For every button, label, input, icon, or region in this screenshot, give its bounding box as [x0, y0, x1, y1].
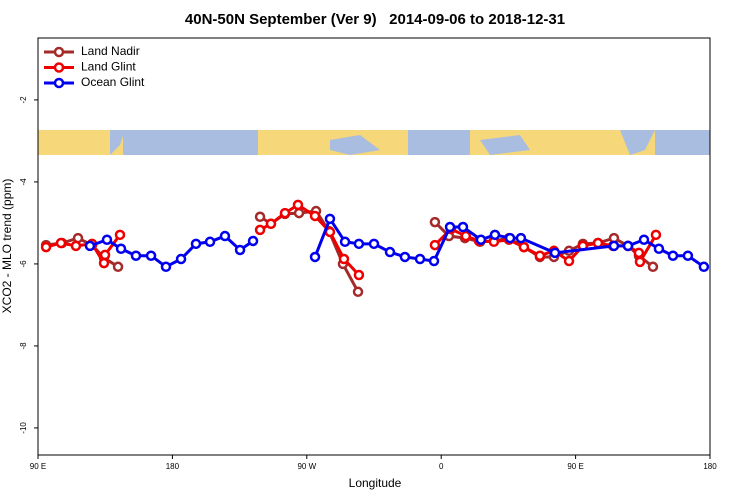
data-point: [414, 253, 426, 265]
data-point: [634, 256, 646, 268]
data-point: [55, 237, 67, 249]
data-point: [99, 249, 111, 261]
data-point: [175, 253, 187, 265]
data-point: [399, 251, 411, 263]
data-point: [518, 241, 530, 253]
x-tick-label: 90 W: [297, 462, 316, 471]
data-point: [429, 239, 441, 251]
x-axis-label: Longitude: [349, 476, 402, 490]
data-point: [698, 261, 710, 273]
data-point: [114, 229, 126, 241]
data-point: [247, 235, 259, 247]
data-point: [279, 207, 291, 219]
data-point: [638, 234, 650, 245]
y-tick-label: -4: [19, 178, 28, 186]
data-point: [112, 261, 124, 273]
data-point: [475, 234, 487, 245]
data-point: [339, 236, 351, 248]
data-point: [145, 250, 157, 261]
data-point: [40, 241, 52, 253]
legend-marker: [53, 77, 65, 89]
data-point: [608, 240, 620, 252]
data-point: [667, 250, 679, 261]
y-tick-label: -2: [19, 96, 28, 104]
data-point: [460, 230, 472, 242]
data-point: [489, 229, 501, 241]
legend-marker: [53, 62, 65, 73]
legend-label: Land Nadir: [81, 44, 140, 58]
x-tick-label: 180: [703, 462, 717, 471]
data-point: [292, 199, 304, 211]
data-point: [70, 240, 82, 252]
y-tick-label: -8: [19, 342, 28, 350]
data-point: [563, 255, 575, 267]
data-point: [309, 210, 321, 222]
data-point: [234, 244, 246, 256]
data-point: [352, 286, 364, 298]
data-point: [190, 238, 202, 250]
data-point: [293, 207, 305, 219]
data-point: [650, 229, 662, 241]
chart-title: 40N-50N September (Ver 9) 2014-09-06 to …: [185, 11, 565, 28]
legend-marker: [53, 46, 65, 58]
data-point: [84, 240, 96, 252]
data-point: [98, 257, 110, 269]
data-point: [160, 261, 172, 273]
data-point: [101, 234, 113, 245]
data-point: [457, 221, 469, 233]
data-point: [515, 232, 527, 244]
data-point: [429, 216, 441, 228]
legend-label: Ocean Glint: [81, 75, 145, 89]
data-point: [633, 247, 645, 259]
data-point: [338, 253, 350, 265]
data-point: [653, 243, 665, 255]
y-tick-label: -10: [19, 422, 28, 434]
data-point: [254, 211, 266, 223]
x-tick-label: 90 E: [30, 462, 46, 471]
data-point: [353, 238, 365, 250]
data-point: [130, 250, 142, 261]
data-point: [204, 236, 216, 248]
data-point: [592, 237, 604, 249]
plot-frame: [37, 37, 711, 456]
y-tick-label: -6: [19, 260, 28, 268]
x-tick-label: 180: [166, 462, 180, 471]
map-strip: [38, 130, 710, 155]
data-point: [444, 221, 456, 233]
data-point: [309, 251, 321, 263]
x-tick-label: 0: [439, 462, 444, 471]
data-point: [265, 218, 277, 229]
data-point: [549, 247, 561, 259]
y-axis-label: XCO2 - MLO trend (ppm): [0, 179, 14, 314]
data-point: [219, 230, 231, 242]
data-point: [384, 246, 396, 258]
series-line: [45, 203, 658, 277]
data-point: [622, 240, 634, 252]
legend-label: Land Glint: [81, 60, 136, 74]
data-point: [647, 261, 659, 273]
data-point: [353, 269, 365, 281]
data-point: [534, 250, 546, 261]
data-point: [115, 243, 127, 255]
data-point: [682, 250, 694, 261]
data-point: [324, 213, 336, 225]
data-point: [504, 232, 516, 244]
x-tick-label: 90 E: [567, 462, 583, 471]
data-point: [254, 224, 266, 236]
data-point: [428, 255, 440, 267]
data-point: [368, 238, 380, 250]
